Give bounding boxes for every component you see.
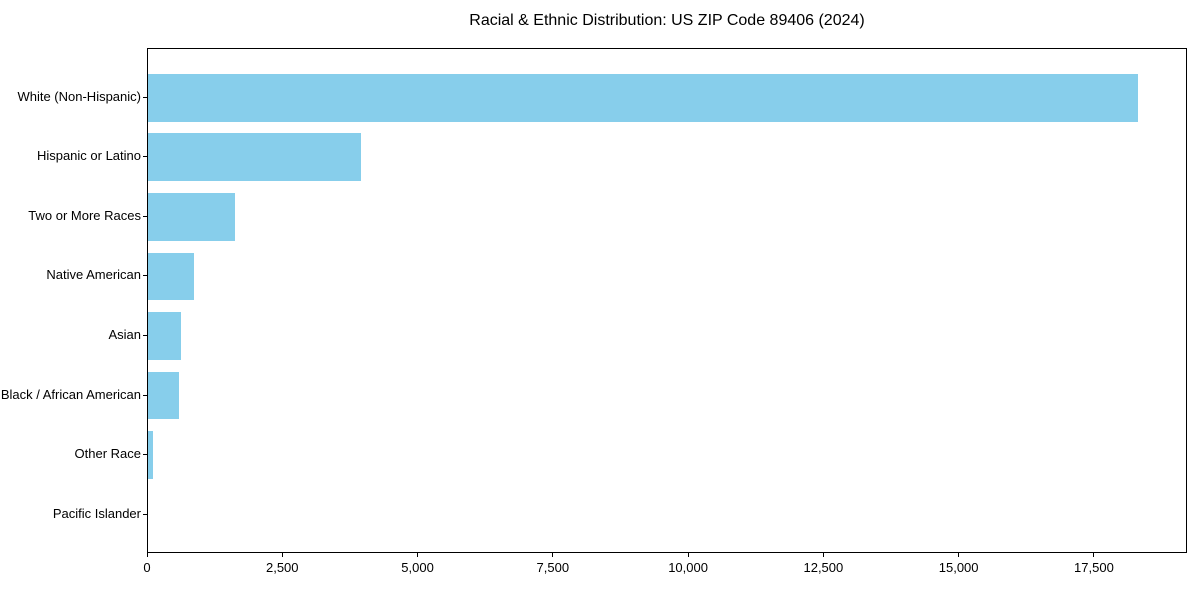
x-tick-label-5000: 5,000 [401,560,434,575]
y-tick-mark [143,454,147,456]
y-tick-mark [143,394,147,396]
x-tick-label-17500: 17,500 [1074,560,1114,575]
bar-two-or-more-races [148,192,235,241]
y-tick-mark [143,334,147,336]
bar-asian [148,312,181,360]
bar-white-non-hispanic [148,73,1139,122]
x-tick-label-12500: 12,500 [803,560,844,575]
y-tick-label-native-american: Native American [46,267,141,283]
x-tick-label-2500: 2,500 [265,560,299,575]
x-tick-mark [146,553,148,557]
bar-native-american [148,252,194,301]
y-tick-mark [143,96,147,98]
x-tick-mark [822,553,824,557]
x-tick-mark [1093,553,1095,557]
y-tick-label-asian: Asian [108,326,141,342]
bar-black-african-american [148,371,180,420]
bar-hispanic-or-latino [148,133,361,182]
y-tick-mark [143,215,147,217]
y-tick-label-pacific-islander: Pacific Islander [52,505,141,521]
y-tick-label-white-non-hispanic: White (Non-Hispanic) [17,88,141,104]
x-tick-mark [687,553,689,557]
y-tick-label-black-african-american: Black / African American [0,386,141,402]
x-tick-label-15000: 15,000 [938,560,979,575]
x-tick-mark [417,553,419,557]
x-tick-mark [552,553,554,557]
plot-area [147,48,1187,553]
y-tick-mark [143,513,147,515]
x-tick-label-10000: 10,000 [668,560,708,575]
y-tick-mark [143,156,147,158]
x-tick-mark [958,553,960,557]
x-tick-label-0: 0 [143,560,151,575]
x-tick-mark [281,553,283,557]
y-tick-mark [143,275,147,277]
bar-other-race [148,431,154,479]
y-tick-label-two-or-more-races: Two or More Races [28,207,141,223]
chart-title: Racial & Ethnic Distribution: US ZIP Cod… [469,12,865,29]
y-tick-label-other-race: Other Race [74,446,141,462]
y-tick-label-hispanic-or-latino: Hispanic or Latino [36,148,141,164]
x-tick-label-7500: 7,500 [536,560,570,575]
